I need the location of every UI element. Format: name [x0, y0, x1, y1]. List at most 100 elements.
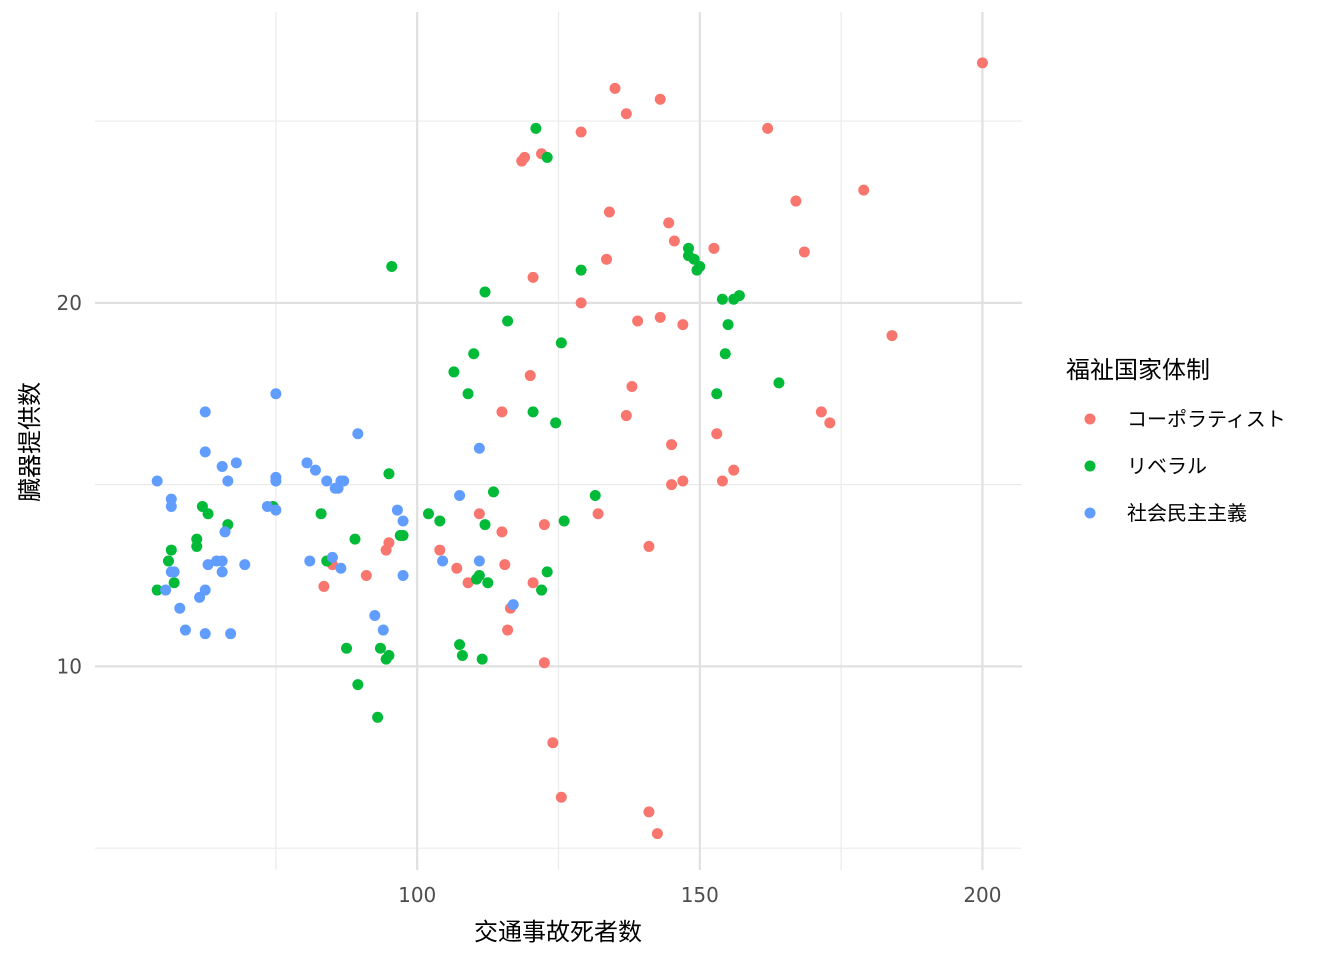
data-point	[507, 599, 519, 611]
data-point	[216, 555, 228, 567]
legend-key	[1084, 507, 1096, 519]
major-gridlines	[95, 12, 1022, 870]
data-point	[536, 584, 548, 596]
data-point	[824, 417, 836, 429]
data-point	[643, 540, 655, 552]
minor-gridlines	[95, 12, 1022, 870]
data-point	[473, 442, 485, 454]
y-axis-tick-labels: 10 20	[57, 291, 82, 679]
data-point	[468, 348, 480, 360]
data-point	[589, 490, 601, 502]
data-point	[199, 628, 211, 640]
data-point	[151, 584, 163, 596]
data-point	[397, 515, 409, 527]
data-point	[222, 475, 234, 487]
data-point	[216, 460, 228, 472]
data-point	[708, 242, 720, 254]
data-point	[482, 577, 494, 589]
series-2	[151, 388, 519, 640]
data-point	[609, 82, 621, 94]
data-point	[722, 319, 734, 331]
data-point	[499, 559, 511, 571]
data-point	[643, 806, 655, 818]
data-point	[230, 457, 242, 469]
data-point	[391, 504, 403, 516]
data-point	[270, 475, 282, 487]
data-point	[386, 260, 398, 272]
data-point	[524, 370, 536, 382]
data-point	[620, 410, 632, 422]
data-point	[502, 624, 514, 636]
data-point	[377, 624, 389, 636]
data-point	[219, 526, 231, 538]
data-point	[886, 330, 898, 342]
data-point	[168, 577, 180, 589]
x-axis-tick-labels: 100 150 200	[398, 883, 1001, 907]
data-point	[541, 151, 553, 163]
data-point	[202, 508, 214, 520]
data-point	[352, 679, 364, 691]
data-point	[462, 577, 474, 589]
data-point	[434, 544, 446, 556]
data-point	[719, 348, 731, 360]
data-point	[380, 653, 392, 665]
legend-key	[1084, 460, 1096, 472]
legend-label: リベラル	[1127, 454, 1207, 478]
data-point	[369, 610, 381, 622]
data-point	[162, 555, 174, 567]
data-point	[762, 122, 774, 134]
data-point	[462, 388, 474, 400]
data-point	[239, 559, 251, 571]
data-point	[476, 653, 488, 665]
data-point	[397, 530, 409, 542]
data-point	[473, 508, 485, 520]
data-point	[165, 500, 177, 512]
data-point	[437, 555, 449, 567]
x-axis-title: 交通事故死者数	[474, 918, 642, 946]
data-point	[199, 406, 211, 418]
data-point	[225, 628, 237, 640]
data-point	[309, 464, 321, 476]
data-point	[479, 286, 491, 298]
data-point	[592, 508, 604, 520]
data-point	[555, 791, 567, 803]
data-point	[321, 475, 333, 487]
data-point	[654, 93, 666, 105]
data-point	[329, 482, 341, 494]
data-point	[318, 580, 330, 592]
data-point	[666, 439, 678, 451]
data-point	[199, 446, 211, 458]
data-point	[422, 508, 434, 520]
data-point	[858, 184, 870, 196]
data-point	[976, 57, 988, 69]
data-point	[335, 562, 347, 574]
data-point	[179, 624, 191, 636]
y-tick-label: 20	[57, 291, 82, 315]
data-points	[151, 57, 988, 840]
data-point	[397, 570, 409, 582]
series-0	[318, 57, 988, 840]
data-point	[527, 271, 539, 283]
data-point	[663, 217, 675, 229]
data-point	[733, 290, 745, 302]
data-point	[626, 380, 638, 392]
data-point	[711, 428, 723, 440]
data-point	[798, 246, 810, 258]
x-tick-label: 150	[681, 883, 719, 907]
data-point	[790, 195, 802, 207]
x-tick-label: 100	[398, 883, 436, 907]
data-point	[151, 475, 163, 487]
data-point	[454, 639, 466, 651]
data-point	[677, 319, 689, 331]
data-point	[668, 235, 680, 247]
data-point	[165, 544, 177, 556]
data-point	[451, 562, 463, 574]
data-point	[315, 508, 327, 520]
data-point	[550, 417, 562, 429]
data-point	[434, 515, 446, 527]
data-point	[558, 515, 570, 527]
data-point	[383, 468, 395, 480]
data-point	[374, 642, 386, 654]
data-point	[191, 540, 203, 552]
